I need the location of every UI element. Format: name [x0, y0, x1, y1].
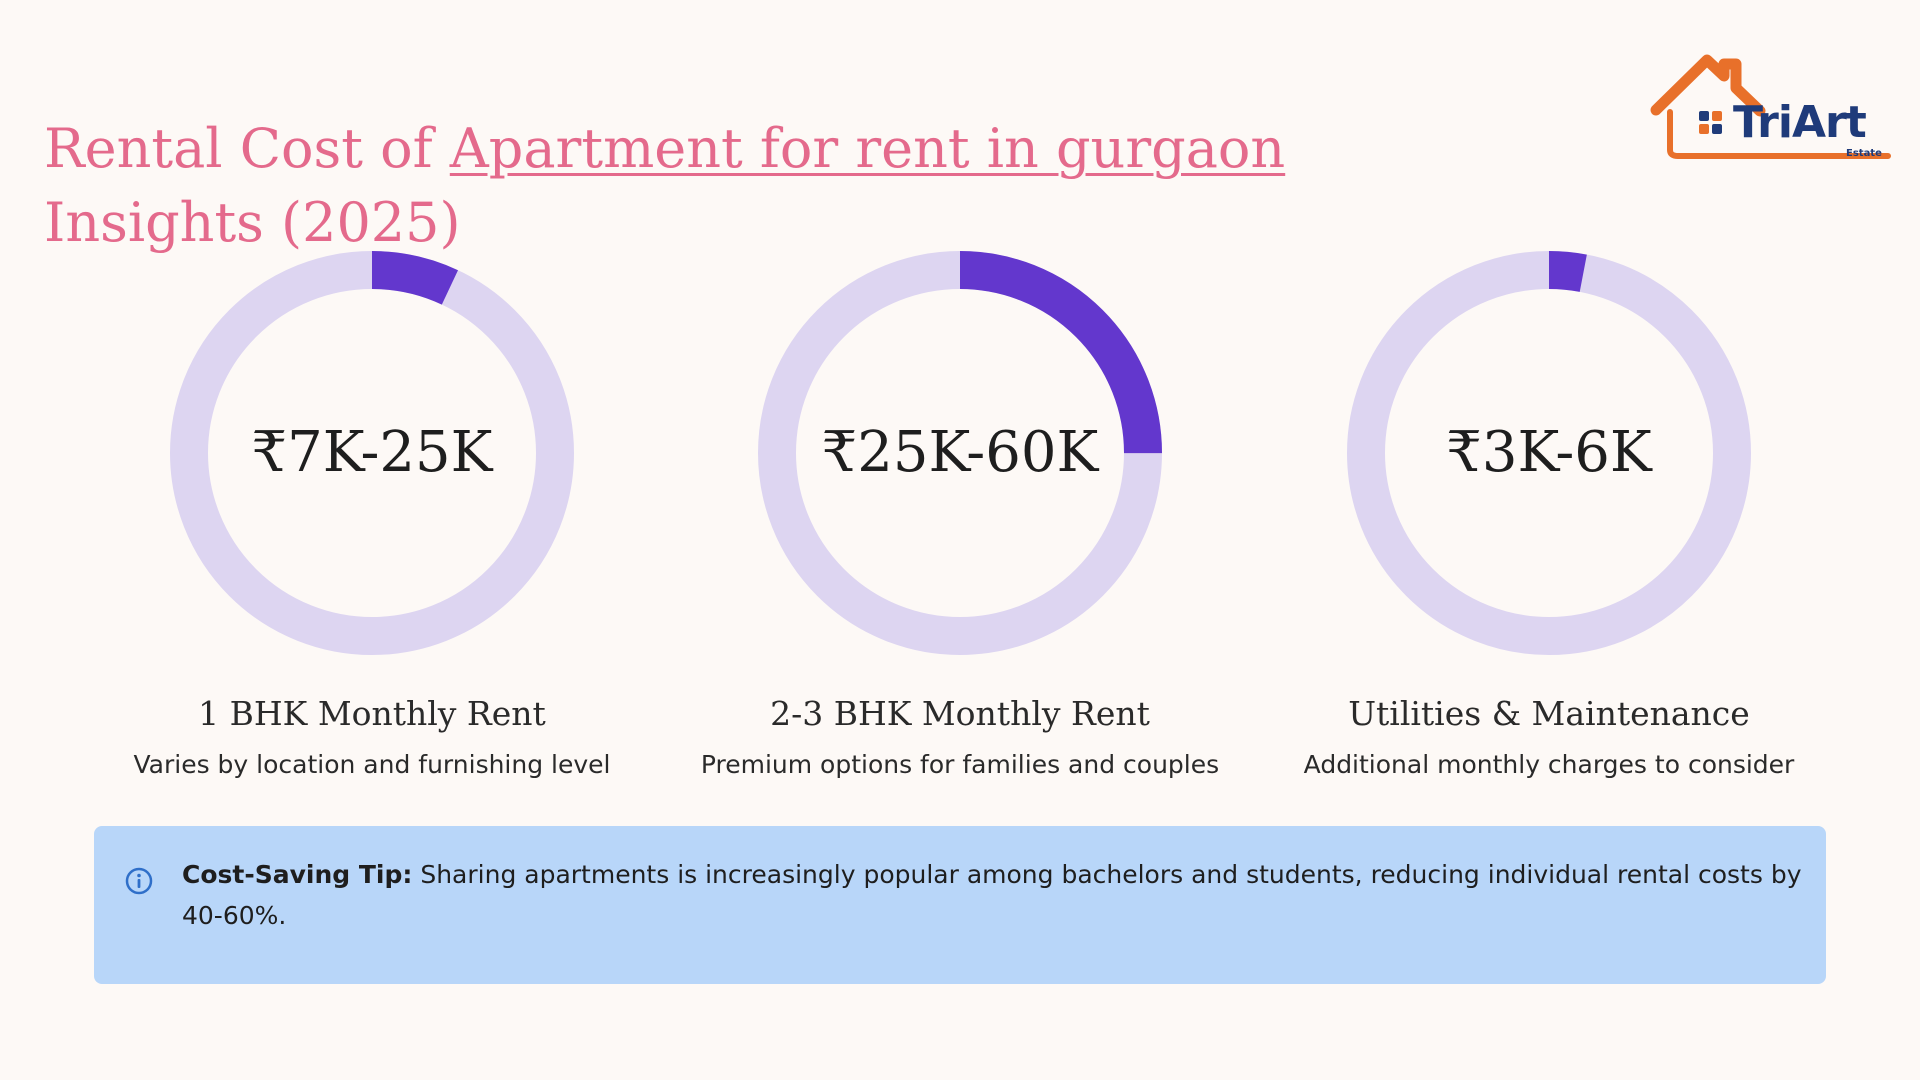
- ring-fill: [170, 251, 574, 655]
- stat-value: ₹25K-60K: [821, 420, 1099, 485]
- logo-subtitle: Estate: [1846, 148, 1882, 159]
- tip-label: Cost-Saving Tip:: [182, 860, 413, 889]
- stat-description: Additional monthly charges to consider: [1303, 750, 1795, 779]
- triart-logo[interactable]: TriArt Estate: [1650, 50, 1900, 162]
- stat-value: ₹3K-6K: [1446, 420, 1652, 485]
- ring-chart: [170, 251, 574, 655]
- title-prefix: Rental Cost of: [44, 117, 450, 180]
- apartment-rent-link[interactable]: Apartment for rent in gurgaon: [449, 117, 1286, 180]
- progress-ring: ₹3K-6K: [1344, 248, 1754, 658]
- ring-chart: [758, 251, 1162, 655]
- cost-saving-tip-box: Cost-Saving Tip: Sharing apartments is i…: [94, 826, 1826, 984]
- progress-ring: ₹25K-60K: [755, 248, 1165, 658]
- ring-chart: [1347, 251, 1751, 655]
- stat-label: Utilities & Maintenance: [1348, 694, 1750, 733]
- ring-fill: [758, 251, 1162, 655]
- progress-ring: ₹7K-25K: [167, 248, 577, 658]
- title-suffix: Insights (2025): [44, 191, 461, 254]
- page-title: Rental Cost of Apartment for rent in gur…: [44, 112, 1424, 260]
- stat-value: ₹7K-25K: [251, 420, 493, 485]
- tip-text: Cost-Saving Tip: Sharing apartments is i…: [182, 854, 1802, 936]
- info-icon: [125, 867, 153, 895]
- tip-body: Sharing apartments is increasingly popul…: [182, 860, 1802, 930]
- stat-description: Premium options for families and couples: [700, 750, 1220, 779]
- stat-description: Varies by location and furnishing level: [133, 750, 611, 779]
- logo-name: TriArt: [1733, 97, 1867, 148]
- stat-card-utilities: ₹3K-6K Utilities & Maintenance Additiona…: [1289, 248, 1809, 781]
- stat-label: 1 BHK Monthly Rent: [198, 694, 546, 733]
- ring-fill: [1347, 251, 1751, 655]
- stat-label: 2-3 BHK Monthly Rent: [770, 694, 1150, 733]
- stat-card-1bhk: ₹7K-25K 1 BHK Monthly Rent Varies by loc…: [112, 248, 632, 781]
- house-icon: [1650, 54, 1891, 159]
- stat-card-2-3bhk: ₹25K-60K 2-3 BHK Monthly Rent Premium op…: [700, 248, 1220, 781]
